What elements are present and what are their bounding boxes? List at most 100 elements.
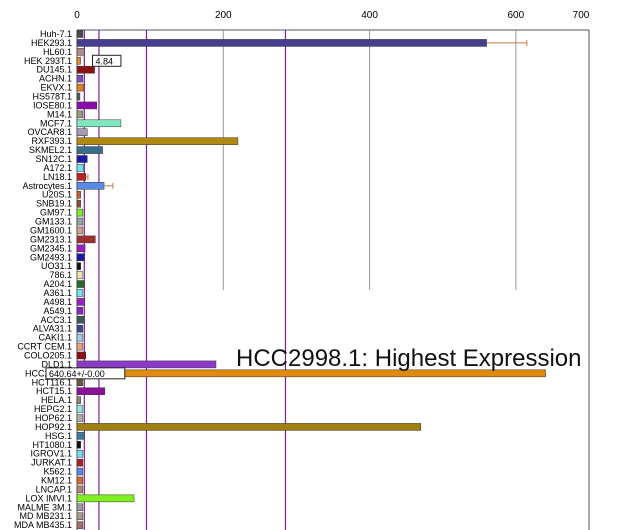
category-label: DLD1.1 (41, 359, 72, 369)
bar (76, 485, 84, 494)
bar (76, 432, 85, 440)
category-label: GM2313.1 (30, 234, 72, 244)
bar (76, 414, 84, 422)
category-label: DU145.1 (36, 65, 72, 75)
category-label: SN12C.1 (35, 154, 72, 164)
callout-box (92, 54, 122, 67)
bar (76, 280, 85, 288)
x-tick-label: 400 (361, 10, 378, 21)
category-label: GM2493.1 (30, 252, 72, 262)
category-label: MCF7.1 (40, 118, 72, 128)
category-label: SKMEL2.1 (29, 145, 72, 155)
bar (76, 316, 85, 324)
bar (76, 128, 88, 136)
category-label: EKVX.1 (40, 83, 72, 93)
bar (76, 289, 84, 297)
category-label: CCRT CEM.1 (17, 342, 72, 352)
category-label: 786.1 (49, 270, 72, 280)
tick-labels: 0 200 400 600 700 (74, 10, 590, 21)
category-label: ACC3.1 (40, 315, 72, 325)
category-label: HCT116.1 (32, 377, 72, 387)
bar (76, 74, 84, 83)
bar (76, 190, 81, 199)
bar (76, 182, 105, 190)
category-label: LOX IMVI.1 (25, 493, 72, 503)
bar (76, 342, 84, 351)
category-label: SNB19.1 (36, 199, 72, 209)
chart-annotation: HCC2998.1: Highest Expression (236, 345, 582, 372)
x-tick-label: 700 (573, 10, 590, 21)
category-label: A204.1 (43, 279, 72, 289)
category-label: HCT15.1 (36, 386, 72, 396)
category-label: GM133.1 (35, 217, 72, 227)
category-label: K562.1 (43, 467, 72, 477)
category-label: COLO205.1 (24, 350, 72, 360)
bar (76, 512, 84, 520)
bar (76, 155, 88, 163)
category-label: HOP62.1 (35, 413, 72, 423)
bar (76, 458, 84, 467)
error-bars (85, 39, 528, 189)
bar (76, 137, 239, 145)
bar (76, 405, 84, 413)
bar (76, 226, 84, 235)
bar (76, 92, 81, 101)
category-label: A361.1 (43, 288, 72, 298)
bar (76, 164, 84, 172)
category-label: A498.1 (43, 297, 72, 307)
category-label: A172.1 (43, 163, 72, 173)
category-label: ALVA31.1 (33, 324, 72, 334)
bar (76, 324, 84, 333)
bar (76, 360, 217, 369)
category-label: Huh-7.1 (40, 29, 72, 39)
callout-text: 640.64+/-0.00 (49, 369, 105, 379)
x-tick-label: 600 (508, 10, 525, 21)
bar (76, 396, 81, 404)
bar (76, 449, 84, 458)
bar (76, 48, 85, 56)
bar (76, 262, 81, 270)
bar (76, 119, 122, 128)
category-label: RXF393.1 (31, 136, 72, 146)
bar (76, 494, 135, 503)
bar (76, 467, 84, 476)
category-label: HEK293.1 (31, 38, 72, 48)
bar (76, 387, 106, 395)
bar (76, 521, 84, 529)
bar (76, 217, 84, 226)
category-label: M14.1 (47, 109, 72, 119)
bar (76, 307, 84, 315)
category-label: HT1080.1 (32, 440, 72, 450)
bar (76, 253, 85, 261)
callout-box (45, 367, 126, 380)
category-label: Astrocytes.1 (22, 181, 72, 191)
bar (76, 441, 81, 449)
callouts: 4.84 640.64+/-0.00 (45, 54, 126, 380)
category-label: GM97.1 (40, 208, 72, 218)
category-label: GM2345.1 (30, 243, 72, 253)
bar (76, 57, 81, 65)
category-label: CAKI1.1 (38, 333, 72, 343)
category-label: MDA MB435.1 (14, 520, 72, 530)
bar (76, 65, 95, 74)
x-tick-label: 200 (215, 10, 232, 21)
bar (76, 101, 97, 110)
bar (76, 146, 103, 154)
category-label: JURKAT.1 (31, 458, 72, 468)
category-label: HEPG2.1 (34, 404, 72, 414)
category-label: HELA.1 (41, 395, 72, 405)
bar (76, 244, 86, 253)
category-label: MALME 3M.1 (17, 502, 72, 512)
category-label: GM1600.1 (30, 225, 72, 235)
category-label: A549.1 (43, 306, 72, 316)
bar (76, 110, 84, 119)
x-tick-label: 0 (74, 10, 80, 21)
category-label: HEK 293T.1 (24, 56, 72, 66)
category-label: HSG.1 (45, 431, 72, 441)
bar (76, 39, 487, 47)
category-label: ACHN.1 (39, 74, 72, 84)
bar (76, 30, 84, 38)
category-label: IOSE80.1 (33, 100, 72, 110)
category-label: U20S.1 (42, 190, 72, 200)
